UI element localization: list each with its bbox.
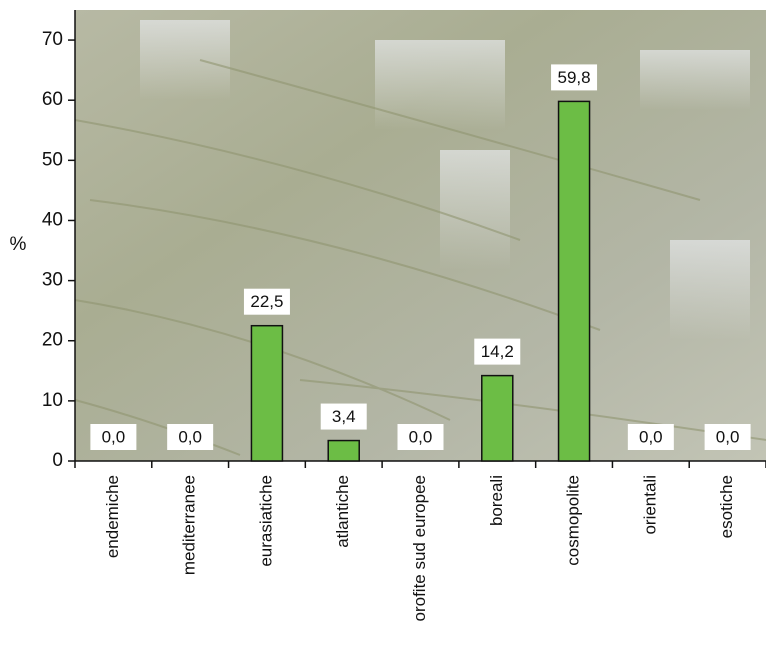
value-label-box: [243, 288, 290, 315]
x-tick-label: mediterranee: [180, 475, 199, 575]
value-label-box: [90, 424, 137, 450]
x-tick-label: orientali: [640, 475, 659, 535]
value-label-box: [551, 64, 598, 91]
value-label: 22,5: [250, 292, 283, 311]
value-label: 59,8: [558, 68, 591, 87]
value-label: 0,0: [178, 427, 202, 446]
x-tick-label: atlantiche: [333, 475, 352, 548]
value-label: 3,4: [332, 407, 356, 426]
x-tick-label: cosmopolite: [564, 475, 583, 566]
x-tick-label: orofite sud europee: [410, 475, 429, 622]
x-tick-label: eurasiatiche: [256, 475, 275, 567]
x-tick-label: endemiche: [103, 475, 122, 558]
value-label: 0,0: [639, 427, 663, 446]
bar: [481, 374, 514, 462]
value-label: 0,0: [102, 427, 126, 446]
y-tick-label: 10: [42, 390, 63, 411]
bar: [557, 100, 591, 462]
bar: [327, 439, 360, 462]
value-label: 14,2: [481, 342, 514, 361]
y-axis-label: %: [10, 234, 27, 255]
y-tick-label: 70: [42, 29, 63, 50]
value-label-box: [627, 424, 674, 450]
value-label: 0,0: [716, 427, 740, 446]
y-tick-label: 40: [42, 209, 63, 230]
background-photo: [74, 10, 766, 461]
value-label-box: [167, 424, 214, 450]
value-label-box: [704, 424, 751, 450]
y-tick-label: 20: [42, 330, 63, 351]
value-label: 0,0: [409, 427, 433, 446]
value-label-box: [474, 338, 521, 365]
bar: [250, 324, 284, 462]
value-label-box: [320, 403, 367, 430]
x-tick-label: boreali: [487, 475, 506, 526]
value-label-box: [397, 424, 444, 450]
y-tick-label: 60: [42, 89, 63, 110]
y-tick-label: 0: [52, 450, 63, 471]
x-tick-label: esotiche: [717, 475, 736, 538]
y-tick-label: 30: [42, 270, 63, 291]
y-tick-label: 50: [42, 149, 63, 170]
